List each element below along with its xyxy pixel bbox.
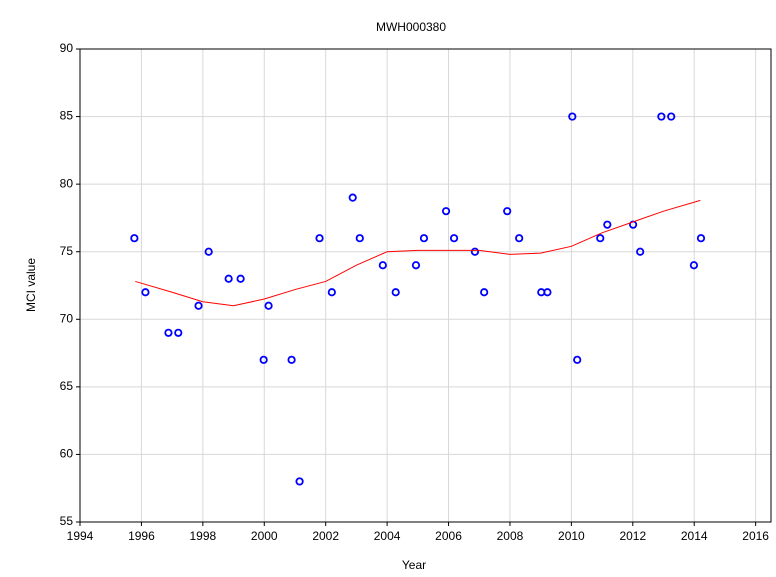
point bbox=[419, 234, 429, 243]
y-tick-label: 80 bbox=[60, 176, 74, 190]
x-tick-label: 2004 bbox=[374, 529, 401, 543]
point bbox=[130, 234, 139, 243]
x-tick-label: 2010 bbox=[558, 529, 585, 543]
point bbox=[411, 261, 421, 270]
point bbox=[174, 328, 183, 337]
point bbox=[470, 247, 480, 256]
point bbox=[503, 207, 512, 216]
point bbox=[657, 112, 666, 121]
point bbox=[259, 355, 268, 364]
chart-title: MWH000380 bbox=[376, 20, 446, 34]
point bbox=[480, 288, 489, 297]
point bbox=[204, 247, 213, 256]
point bbox=[449, 234, 459, 243]
point bbox=[287, 355, 296, 364]
x-tick-label: 2014 bbox=[681, 529, 708, 543]
point bbox=[543, 288, 552, 297]
x-tick-label: 2016 bbox=[742, 529, 769, 543]
point bbox=[391, 288, 400, 297]
point bbox=[378, 261, 387, 270]
point bbox=[236, 274, 245, 283]
y-tick-label: 55 bbox=[60, 514, 74, 528]
point bbox=[696, 234, 706, 243]
point bbox=[224, 274, 233, 283]
y-tick-label: 90 bbox=[60, 41, 74, 55]
trend-line bbox=[135, 199, 701, 307]
point bbox=[355, 234, 364, 243]
x-axis-label: Year bbox=[402, 558, 426, 572]
plot-frame bbox=[79, 48, 772, 523]
point bbox=[568, 112, 577, 121]
point bbox=[194, 301, 203, 310]
y-tick-label: 70 bbox=[60, 311, 74, 325]
x-tick-label: 2012 bbox=[619, 529, 646, 543]
point bbox=[515, 234, 524, 243]
point bbox=[327, 288, 336, 297]
y-tick-label: 60 bbox=[60, 447, 74, 461]
x-tick-label: 1994 bbox=[67, 529, 94, 543]
x-tick-label: 2006 bbox=[435, 529, 462, 543]
x-tick-label: 2000 bbox=[251, 529, 278, 543]
y-tick-label: 85 bbox=[60, 109, 74, 123]
plot-area bbox=[80, 49, 771, 522]
point bbox=[295, 477, 304, 486]
x-tick-label: 1996 bbox=[128, 529, 155, 543]
point bbox=[441, 207, 451, 216]
y-tick-label: 75 bbox=[60, 244, 74, 258]
point bbox=[667, 112, 676, 121]
point bbox=[573, 355, 582, 364]
x-tick-label: 2002 bbox=[312, 529, 339, 543]
point bbox=[689, 261, 699, 270]
point bbox=[164, 328, 173, 337]
point bbox=[348, 193, 357, 202]
point bbox=[603, 220, 612, 229]
x-tick-label: 2008 bbox=[497, 529, 524, 543]
point bbox=[596, 234, 605, 243]
point bbox=[315, 234, 324, 243]
point bbox=[141, 288, 150, 297]
y-tick-label: 65 bbox=[60, 379, 74, 393]
x-tick-label: 1998 bbox=[189, 529, 216, 543]
point bbox=[264, 301, 273, 310]
y-axis-label: MCI value bbox=[24, 258, 38, 312]
point bbox=[636, 247, 645, 256]
